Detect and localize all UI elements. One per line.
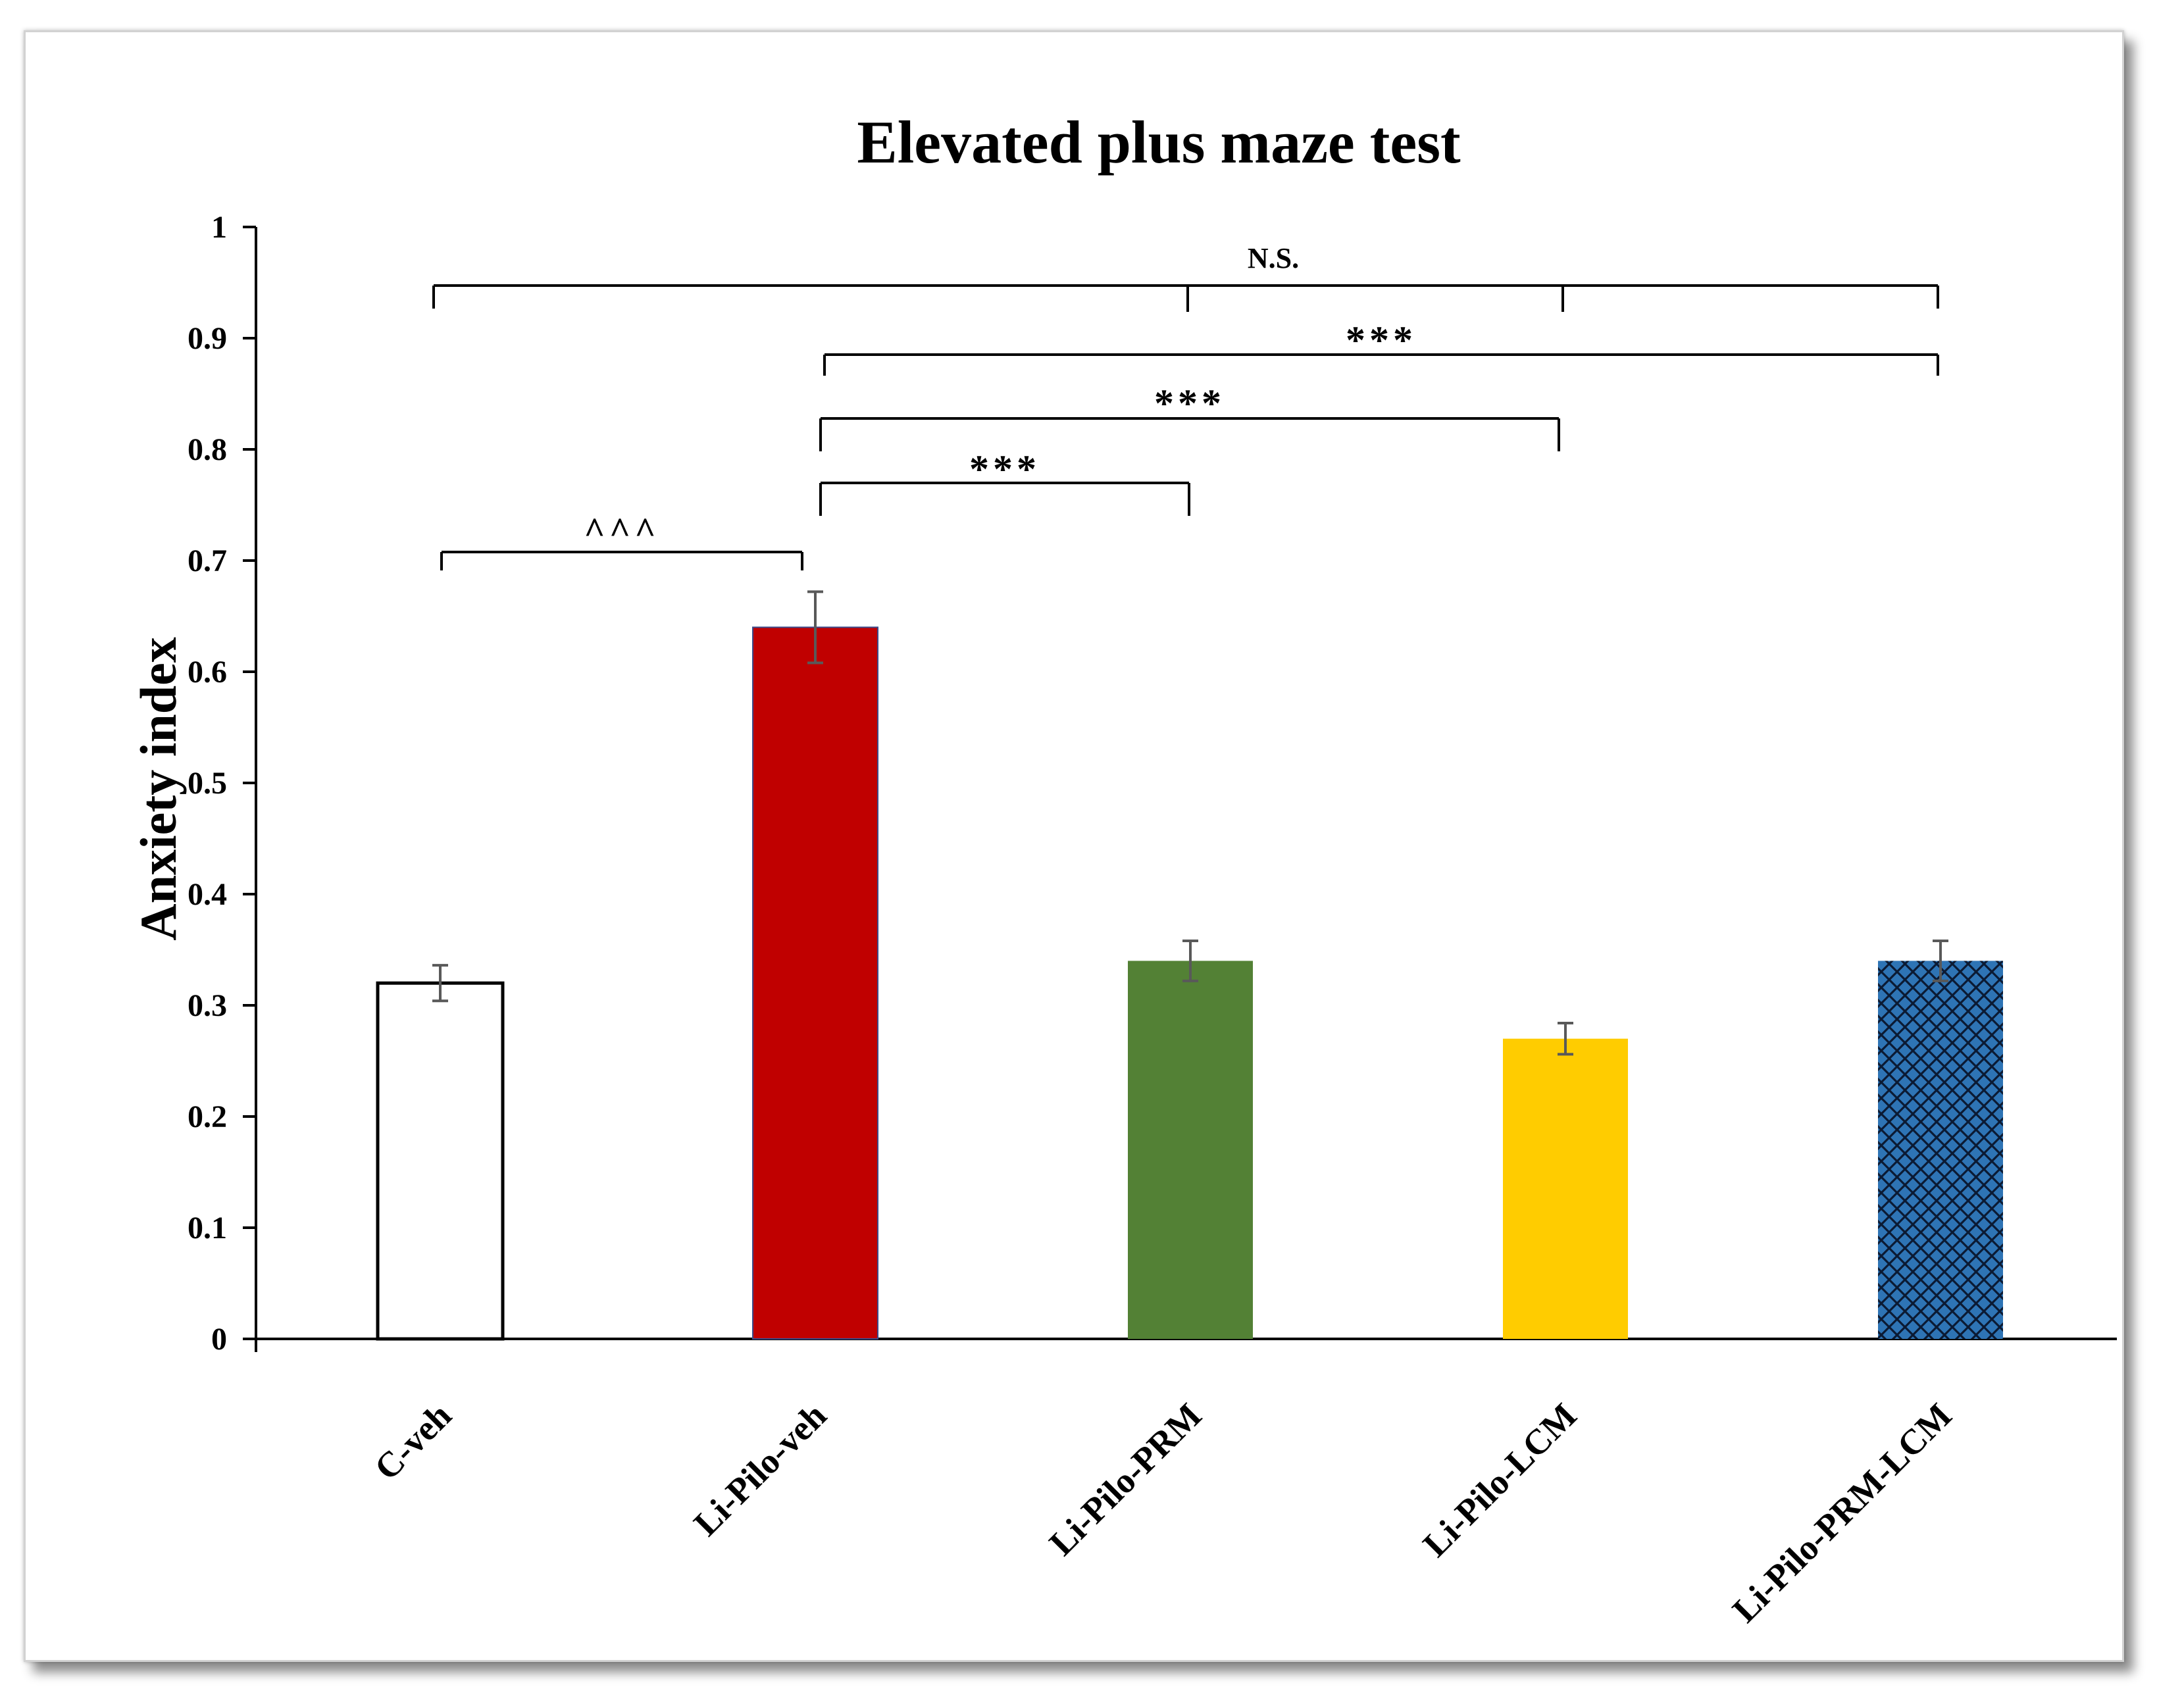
y-tick-label: 0.6 (188, 655, 227, 690)
x-tick-label: Li-Pilo-PRM-LCM (1725, 1395, 1959, 1630)
y-tick-label: 0.7 (188, 543, 227, 578)
y-tick-label: 0.2 (188, 1099, 227, 1134)
y-tick-label: 0.3 (188, 988, 227, 1023)
plot-area: 0 0.1 0.2 0.3 0.4 0.5 0.6 0.7 0.8 0.9 1 C-veh Li-Pil… (188, 210, 2117, 1630)
bar-Li-Pilo-LCM (1503, 1038, 1628, 1339)
significance-label: *** (969, 447, 1040, 491)
y-tick-label: 0.5 (188, 766, 227, 801)
x-tick-label: Li-Pilo-LCM (1415, 1395, 1585, 1565)
x-tick-label: C-veh (367, 1395, 459, 1488)
bar-Li-Pilo-PRM (1128, 961, 1253, 1339)
bar-Li-Pilo-veh (752, 626, 878, 1340)
y-tick-label: 0.9 (188, 321, 227, 356)
significance-label: N.S. (1248, 242, 1299, 274)
bar-C-veh (376, 981, 505, 1341)
y-tick-label: 1 (211, 210, 227, 245)
chart-title: Elevated plus maze test (857, 109, 1461, 176)
bar-Li-Pilo-PRM-LCM (1878, 961, 2003, 1339)
y-tick-label: 0.4 (188, 877, 227, 912)
y-tick-label: 0.1 (188, 1211, 227, 1245)
x-tick-label: Li-Pilo-veh (686, 1395, 834, 1544)
significance-label: *** (1346, 318, 1417, 362)
y-tick-label: 0 (211, 1322, 227, 1357)
significance-label: ^^^ (584, 511, 660, 551)
y-axis-label: Anxiety index (130, 637, 187, 941)
y-tick-label: 0.8 (188, 432, 227, 467)
x-tick-label: Li-Pilo-PRM (1042, 1395, 1209, 1563)
bar-chart: Elevated plus maze test Anxiety index 00… (130, 109, 2117, 1630)
significance-label: *** (1154, 382, 1225, 425)
